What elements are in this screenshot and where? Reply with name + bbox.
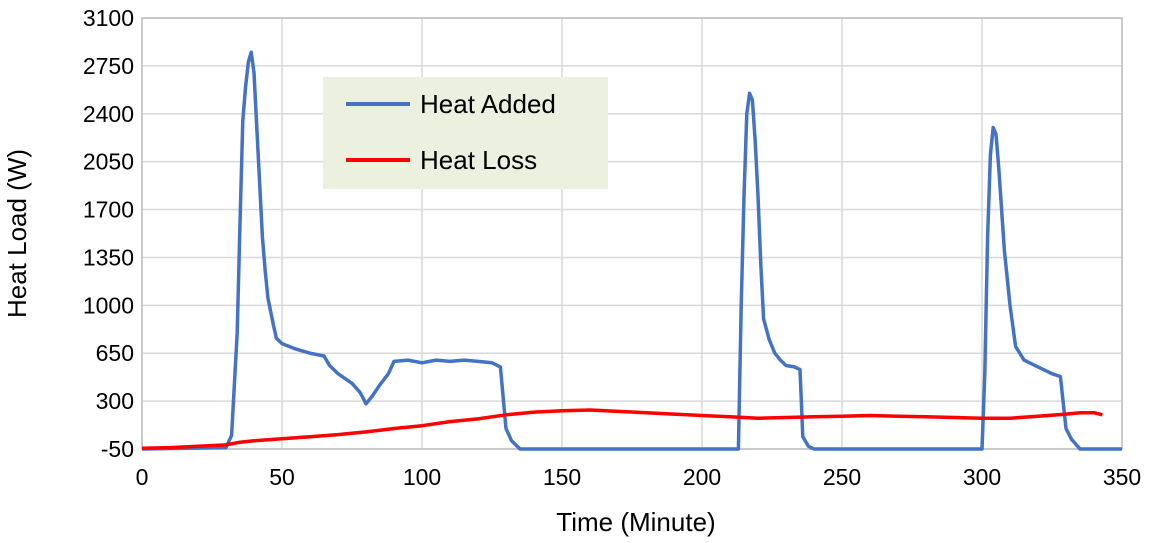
x-axis: 0 50 100 150 200 250 300 350: [136, 464, 1142, 490]
x-tick-label: 50: [269, 464, 295, 490]
x-tick-label: 300: [963, 464, 1001, 490]
y-tick-label: 2050: [83, 149, 134, 175]
y-axis-title: Heat Load (W): [2, 149, 32, 318]
x-tick-label: 150: [543, 464, 581, 490]
legend-label-heat-loss: Heat Loss: [420, 145, 537, 175]
x-axis-title: Time (Minute): [556, 507, 715, 537]
y-tick-label: 3100: [83, 5, 134, 31]
x-tick-label: 200: [683, 464, 721, 490]
legend-box: [323, 77, 608, 189]
x-tick-label: 0: [136, 464, 149, 490]
x-tick-label: 350: [1103, 464, 1141, 490]
series-layer: [141, 50, 1122, 451]
y-tick-label: 1350: [83, 244, 134, 270]
y-axis: -50 300 650 1000 1350 1700 2050 2400 2750 3100: [83, 5, 134, 462]
series-line-heat-added: [141, 50, 1122, 451]
y-tick-label: 1000: [83, 292, 134, 318]
plot-area: [141, 17, 1123, 450]
y-tick-label: 300: [96, 388, 134, 414]
gridlines: [141, 17, 1123, 450]
y-tick-label: 2400: [83, 101, 134, 127]
series-line-heat-loss: [141, 408, 1103, 451]
legend: Heat Added Heat Loss: [323, 77, 608, 189]
legend-label-heat-added: Heat Added: [420, 89, 556, 119]
y-tick-label: 650: [96, 340, 134, 366]
y-tick-label: 1700: [83, 197, 134, 223]
x-tick-label: 100: [403, 464, 441, 490]
x-tick-label: 250: [823, 464, 861, 490]
y-tick-label: 2750: [83, 53, 134, 79]
y-tick-label: -50: [101, 436, 134, 462]
